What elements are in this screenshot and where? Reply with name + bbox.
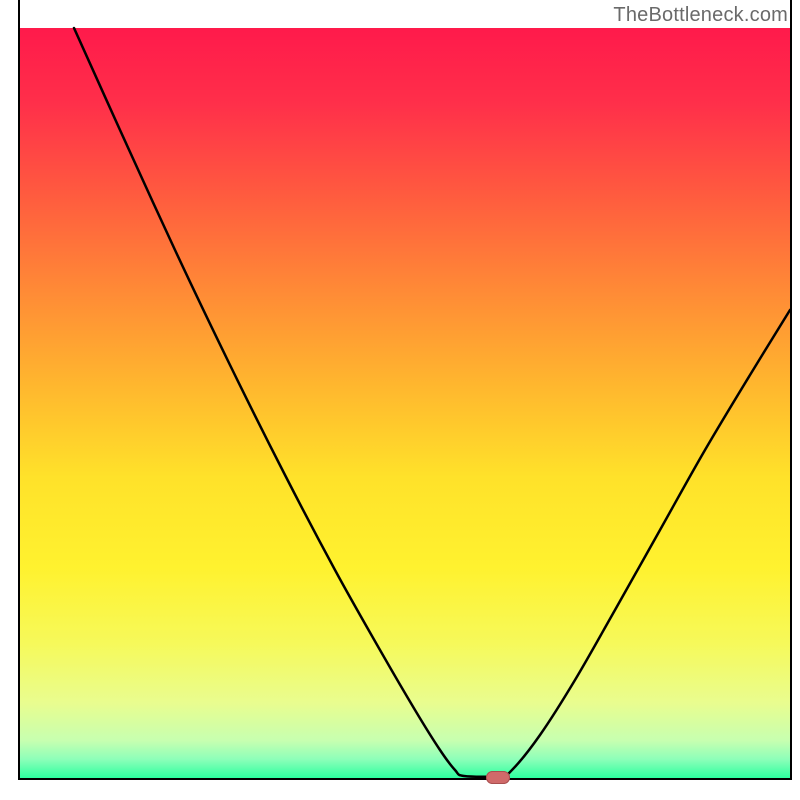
chart-svg xyxy=(0,0,800,800)
watermark-text: TheBottleneck.com xyxy=(613,4,788,27)
bottleneck-chart: TheBottleneck.com xyxy=(0,0,800,800)
bottleneck-curve xyxy=(74,28,790,777)
optimal-point-marker xyxy=(486,771,510,784)
chart-frame-right xyxy=(790,0,792,780)
chart-frame-bottom xyxy=(18,778,792,780)
chart-frame-left xyxy=(18,0,20,780)
